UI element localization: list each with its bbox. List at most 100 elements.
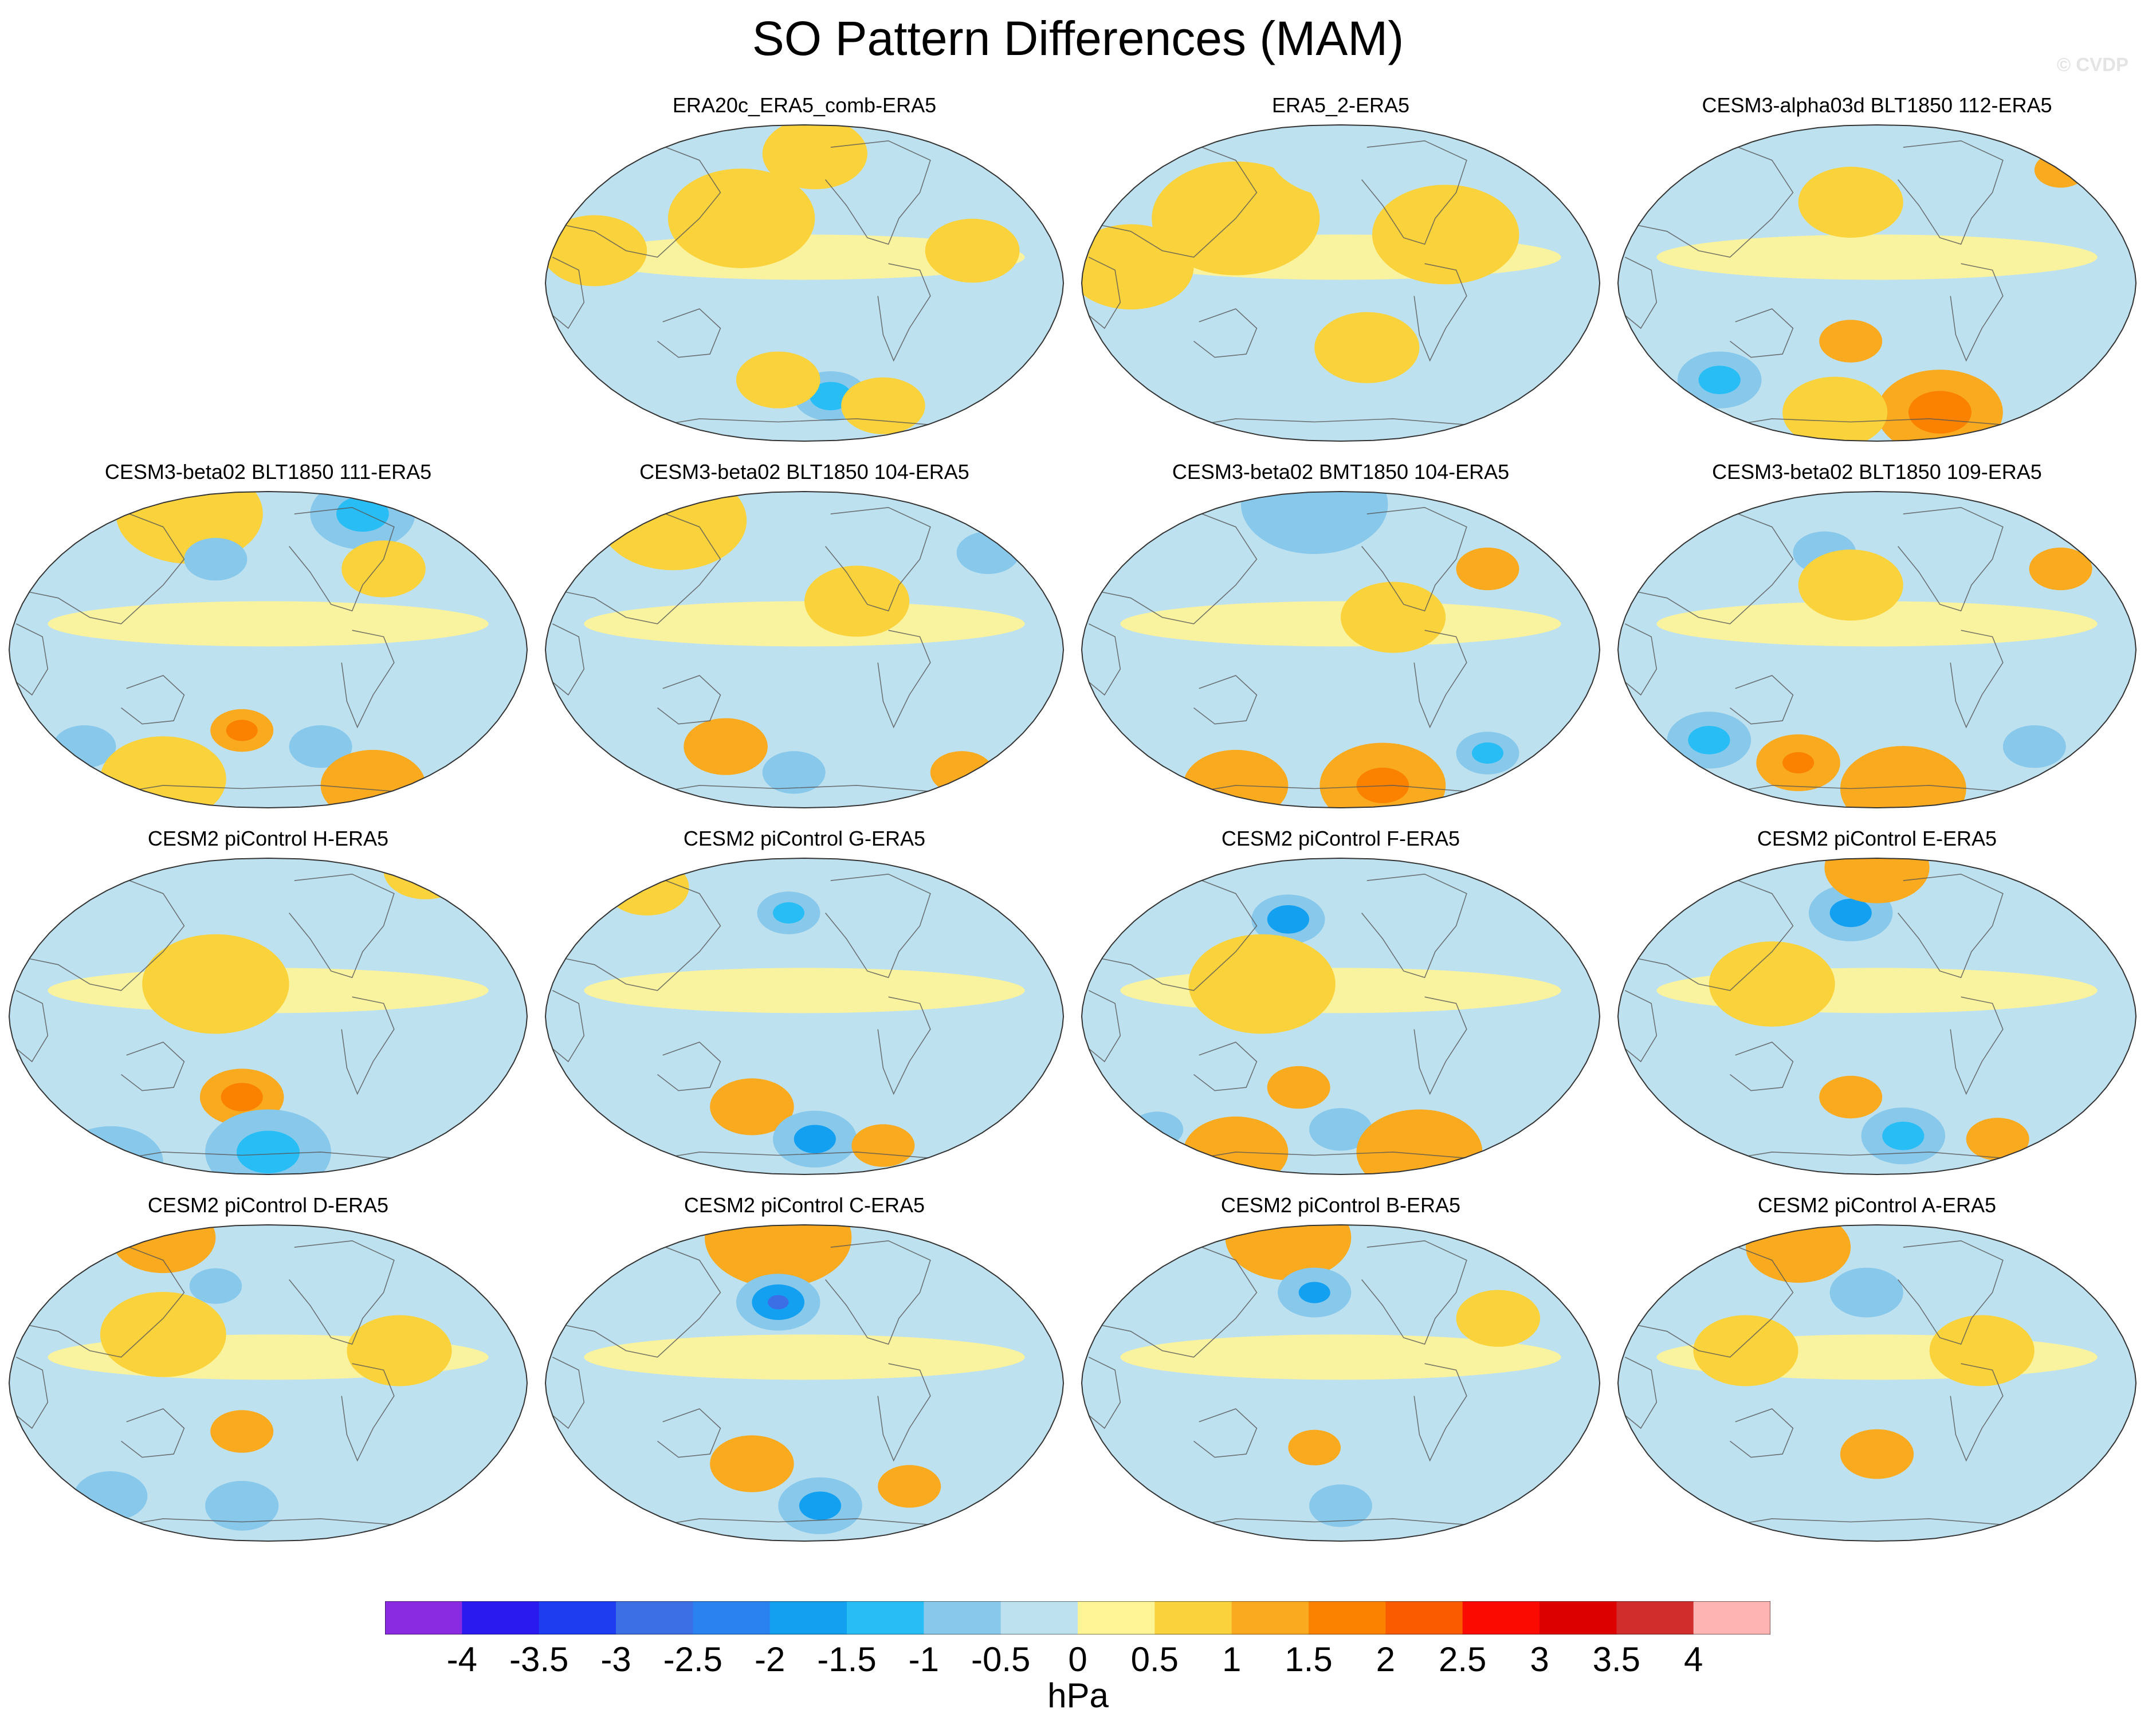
colorbar-tick-label: -2.5 xyxy=(663,1640,722,1679)
coastline xyxy=(1361,506,1467,612)
anomaly-blob xyxy=(341,540,426,598)
anomaly-blob xyxy=(705,1225,852,1288)
anomaly-blob xyxy=(2002,725,2066,768)
colorbar-swatch xyxy=(1231,1601,1309,1634)
zonal-band xyxy=(1120,968,1561,1013)
anomaly-blob xyxy=(205,1480,279,1531)
map-outline xyxy=(1081,490,1601,809)
colorbar-tick-label: 3 xyxy=(1530,1640,1549,1679)
coastline xyxy=(1193,308,1258,358)
anomaly-blob xyxy=(1267,125,1415,197)
anomaly-blob xyxy=(710,1078,794,1135)
coastline xyxy=(824,506,931,612)
anomaly-blob xyxy=(1698,366,1741,394)
colorbar-tick-label: 3.5 xyxy=(1592,1640,1641,1679)
colorbar-tick-label: -4 xyxy=(446,1640,477,1679)
coastline xyxy=(1088,990,1121,1063)
colorbar-swatch xyxy=(1385,1601,1463,1634)
coastline xyxy=(657,675,721,725)
map-panel: CESM2 piControl H-ERA5 xyxy=(0,825,536,1189)
anomaly-blob xyxy=(1188,934,1336,1034)
anomaly-blob xyxy=(1709,941,1835,1027)
map-svg xyxy=(1081,490,1601,809)
anomaly-blob xyxy=(799,1491,842,1520)
coastline xyxy=(1088,623,1121,696)
colorbar-tick-label: 0.5 xyxy=(1130,1640,1179,1679)
colorbar-swatch xyxy=(1309,1601,1386,1634)
zonal-band xyxy=(1120,601,1561,647)
anomaly-blob xyxy=(1288,1429,1341,1465)
coastline xyxy=(877,630,931,729)
map-outline xyxy=(8,1224,528,1542)
coastline xyxy=(1624,623,1658,696)
colorbar-swatch xyxy=(1540,1601,1617,1634)
colorbar-swatch xyxy=(1462,1601,1540,1634)
anomaly-blob xyxy=(810,382,852,411)
coastline xyxy=(657,1042,721,1091)
anomaly-blob xyxy=(100,1292,226,1377)
anomaly-blob xyxy=(226,720,258,741)
map-outline xyxy=(544,1224,1065,1542)
coastline xyxy=(824,873,931,979)
anomaly-blob xyxy=(184,537,248,581)
coastline xyxy=(552,1357,585,1429)
anomaly-blob xyxy=(1341,581,1446,653)
map-panel: CESM2 piControl G-ERA5 xyxy=(536,825,1073,1189)
anomaly-blob xyxy=(773,902,804,924)
map-outline xyxy=(1617,857,2137,1176)
anomaly-blob xyxy=(1241,492,1388,555)
colorbar-swatch xyxy=(769,1601,847,1634)
anomaly-blob xyxy=(667,168,815,269)
coastline xyxy=(1730,1408,1794,1458)
coastline xyxy=(1413,996,1467,1095)
coastline xyxy=(121,1042,185,1091)
anomaly-blob xyxy=(1456,547,1519,591)
coastline xyxy=(1193,675,1258,725)
coastline xyxy=(341,1363,395,1462)
coastline xyxy=(1088,1357,1121,1429)
panel-title: ERA5_2-ERA5 xyxy=(1271,93,1410,117)
anomaly-blob xyxy=(1798,167,1903,238)
coastline xyxy=(877,996,931,1095)
coastline xyxy=(1897,506,2004,612)
coastline xyxy=(1361,140,1467,245)
colorbar-tick-label: -3 xyxy=(600,1640,631,1679)
colorbar-tick-label: -0.5 xyxy=(971,1640,1031,1679)
anomaly-blob xyxy=(736,351,820,408)
map-svg xyxy=(1617,124,2137,442)
anomaly-blob xyxy=(2029,547,2092,591)
colorbar-tick-label: 4 xyxy=(1684,1640,1703,1679)
panel-title: CESM2 piControl A-ERA5 xyxy=(1757,1193,1997,1217)
colorbar xyxy=(385,1601,1770,1634)
colorbar-swatch xyxy=(1154,1601,1232,1634)
anomaly-blob xyxy=(1309,1108,1372,1151)
coastline xyxy=(288,1240,395,1345)
map-panel: CESM2 piControl A-ERA5 xyxy=(1609,1192,2145,1556)
anomaly-blob xyxy=(1115,702,1199,759)
map-svg xyxy=(544,490,1065,809)
panel-title: CESM2 piControl F-ERA5 xyxy=(1221,827,1460,850)
anomaly-blob xyxy=(925,218,1020,283)
panel-title: CESM2 piControl E-ERA5 xyxy=(1757,827,1997,850)
coastline xyxy=(1624,1357,1658,1429)
map-svg xyxy=(1081,1224,1601,1542)
map-svg xyxy=(1617,490,2137,809)
anomaly-blob xyxy=(1840,746,1966,808)
coastline xyxy=(341,630,395,729)
map-outline xyxy=(1081,1224,1601,1542)
map-svg xyxy=(1081,124,1601,442)
panel-title: CESM2 piControl H-ERA5 xyxy=(147,827,389,850)
map-svg xyxy=(544,1224,1065,1542)
map-panel: CESM3-beta02 BLT1850 111-ERA5 xyxy=(0,458,536,823)
coastline xyxy=(1730,675,1794,725)
panel-title: CESM2 piControl C-ERA5 xyxy=(684,1193,925,1217)
zonal-band xyxy=(1656,234,2098,280)
coastline xyxy=(552,257,585,329)
coastline xyxy=(1413,1363,1467,1462)
colorbar-tick-label: -1 xyxy=(908,1640,939,1679)
colorbar-tick-label: 0 xyxy=(1068,1640,1087,1679)
anomaly-blob xyxy=(1267,1066,1330,1109)
map-panel: CESM2 piControl E-ERA5 xyxy=(1609,825,2145,1189)
anomaly-blob xyxy=(1908,391,1972,434)
anomaly-blob xyxy=(357,907,442,964)
